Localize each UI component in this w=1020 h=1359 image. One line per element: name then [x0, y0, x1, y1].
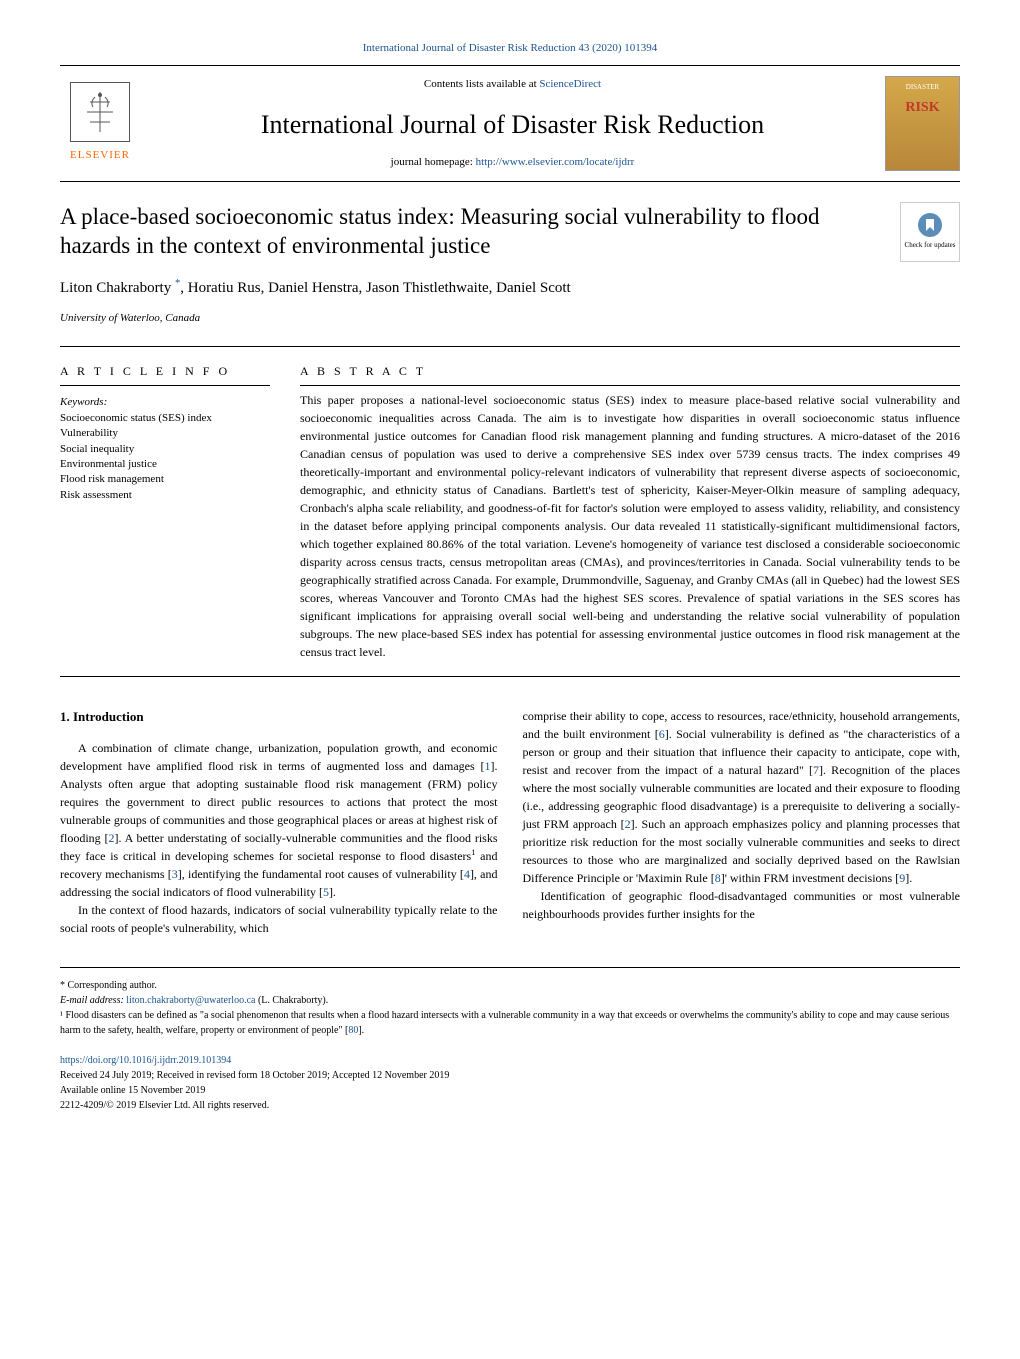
abstract-section: A B S T R A C T This paper proposes a na…: [300, 362, 960, 661]
email-suffix: (L. Chakraborty).: [255, 995, 328, 1006]
elsevier-text: ELSEVIER: [70, 147, 130, 164]
check-updates-badge[interactable]: Check for updates: [900, 202, 960, 262]
keyword-item: Social inequality: [60, 442, 270, 457]
ref-link[interactable]: 80: [348, 1025, 358, 1036]
ref-link[interactable]: 8: [715, 871, 721, 885]
homepage-prefix: journal homepage:: [391, 156, 476, 168]
keywords-label: Keywords:: [60, 394, 270, 411]
email-label: E-mail address:: [60, 995, 126, 1006]
journal-title: International Journal of Disaster Risk R…: [140, 105, 885, 144]
left-column: 1. Introduction A combination of climate…: [60, 707, 498, 937]
received-dates: Received 24 July 2019; Received in revis…: [60, 1068, 960, 1083]
journal-header: ELSEVIER Contents lists available at Sci…: [60, 65, 960, 182]
sciencedirect-link[interactable]: ScienceDirect: [539, 78, 601, 90]
article-info-heading: A R T I C L E I N F O: [60, 362, 270, 386]
authors-list: Liton Chakraborty *, Horatiu Rus, Daniel…: [60, 276, 960, 300]
cover-main-text: RISK: [905, 97, 939, 118]
check-updates-label: Check for updates: [905, 240, 956, 251]
body-paragraph: comprise their ability to cope, access t…: [523, 707, 961, 887]
ref-link[interactable]: 5: [323, 885, 329, 899]
ref-link[interactable]: 3: [172, 867, 178, 881]
body-paragraph: A combination of climate change, urbaniz…: [60, 739, 498, 901]
affiliation: University of Waterloo, Canada: [60, 310, 960, 327]
keyword-item: Environmental justice: [60, 457, 270, 472]
keywords-list: Socioeconomic status (SES) index Vulnera…: [60, 411, 270, 503]
journal-homepage: journal homepage: http://www.elsevier.co…: [140, 154, 885, 171]
footnotes-section: * Corresponding author. E-mail address: …: [60, 967, 960, 1038]
article-title: A place-based socioeconomic status index…: [60, 202, 960, 262]
available-online: Available online 15 November 2019: [60, 1083, 960, 1098]
ref-link[interactable]: 2: [625, 817, 631, 831]
ref-link[interactable]: 6: [659, 727, 665, 741]
bookmark-icon: [918, 213, 942, 237]
elsevier-tree-icon: [70, 82, 130, 142]
doi-link[interactable]: https://doi.org/10.1016/j.ijdrr.2019.101…: [60, 1055, 231, 1066]
elsevier-logo: ELSEVIER: [60, 78, 140, 168]
contents-available: Contents lists available at ScienceDirec…: [140, 76, 885, 93]
article-info-section: A R T I C L E I N F O Keywords: Socioeco…: [60, 362, 270, 661]
journal-reference: International Journal of Disaster Risk R…: [60, 40, 960, 57]
ref-link[interactable]: 9: [899, 871, 905, 885]
body-content: 1. Introduction A combination of climate…: [60, 707, 960, 937]
introduction-heading: 1. Introduction: [60, 707, 498, 727]
body-paragraph: Identification of geographic flood-disad…: [523, 887, 961, 923]
body-paragraph: In the context of flood hazards, indicat…: [60, 901, 498, 937]
copyright-line: 2212-4209/© 2019 Elsevier Ltd. All right…: [60, 1098, 960, 1113]
email-line: E-mail address: liton.chakraborty@uwater…: [60, 993, 960, 1008]
homepage-link[interactable]: http://www.elsevier.com/locate/ijdrr: [476, 156, 635, 168]
ref-link[interactable]: 2: [108, 831, 114, 845]
keyword-item: Risk assessment: [60, 488, 270, 503]
footnote-1: ¹ Flood disasters can be defined as "a s…: [60, 1008, 960, 1038]
ref-link[interactable]: 4: [464, 867, 470, 881]
ref-link[interactable]: 7: [813, 763, 819, 777]
keyword-item: Socioeconomic status (SES) index: [60, 411, 270, 426]
ref-link[interactable]: 1: [485, 759, 491, 773]
corresponding-author-note: * Corresponding author.: [60, 978, 960, 993]
contents-prefix: Contents lists available at: [424, 78, 539, 90]
keyword-item: Vulnerability: [60, 426, 270, 441]
cover-top-text: DISASTER: [906, 82, 939, 93]
journal-cover-thumbnail: DISASTER RISK: [885, 76, 960, 171]
keyword-item: Flood risk management: [60, 472, 270, 487]
email-link[interactable]: liton.chakraborty@uwaterloo.ca: [126, 995, 255, 1006]
abstract-heading: A B S T R A C T: [300, 362, 960, 386]
right-column: comprise their ability to cope, access t…: [523, 707, 961, 937]
footer-metadata: https://doi.org/10.1016/j.ijdrr.2019.101…: [60, 1053, 960, 1113]
abstract-text: This paper proposes a national-level soc…: [300, 391, 960, 661]
